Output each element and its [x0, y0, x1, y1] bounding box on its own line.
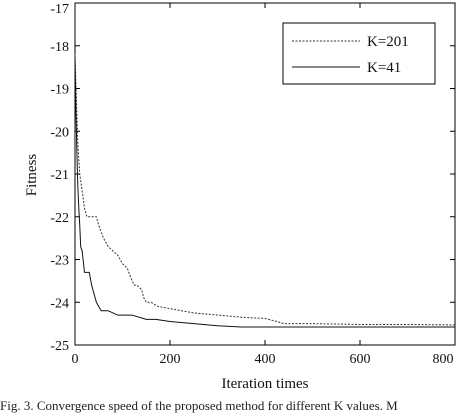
- x-tick-label: 800: [433, 352, 454, 367]
- series-layer: [74, 54, 456, 328]
- y-tick-label: -17: [50, 2, 69, 17]
- axis-ticks: 0 200 400 600 800 -17 -18 -19 -20 -21 -22 -23 -24 -25: [50, 2, 456, 367]
- y-tick-label: -23: [50, 254, 69, 269]
- legend-label-k41: K=41: [367, 60, 401, 76]
- x-tick-label: 200: [160, 352, 181, 367]
- legend-label-k201: K=201: [367, 34, 409, 50]
- y-tick-label: -19: [50, 83, 69, 98]
- x-tick-label: 600: [350, 352, 371, 367]
- y-tick-label: -18: [50, 40, 69, 55]
- series-line-k41: [74, 58, 455, 328]
- y-tick-label: -21: [50, 168, 69, 183]
- x-axis-label: Iteration times: [221, 376, 308, 392]
- x-tick-label: 0: [72, 352, 79, 367]
- x-tick-label: 400: [255, 352, 276, 367]
- y-tick-label: -25: [50, 339, 69, 354]
- y-tick-label: -24: [50, 296, 69, 311]
- legend-box: [282, 22, 436, 85]
- series-line-k201: [74, 54, 456, 326]
- y-tick-label: -20: [50, 125, 69, 140]
- figure-caption: Fig. 3. Convergence speed of the propose…: [0, 398, 398, 413]
- legend: K=201 K=41: [282, 22, 436, 85]
- y-tick-label: -22: [50, 211, 69, 226]
- y-axis-label: Fitness: [24, 154, 40, 197]
